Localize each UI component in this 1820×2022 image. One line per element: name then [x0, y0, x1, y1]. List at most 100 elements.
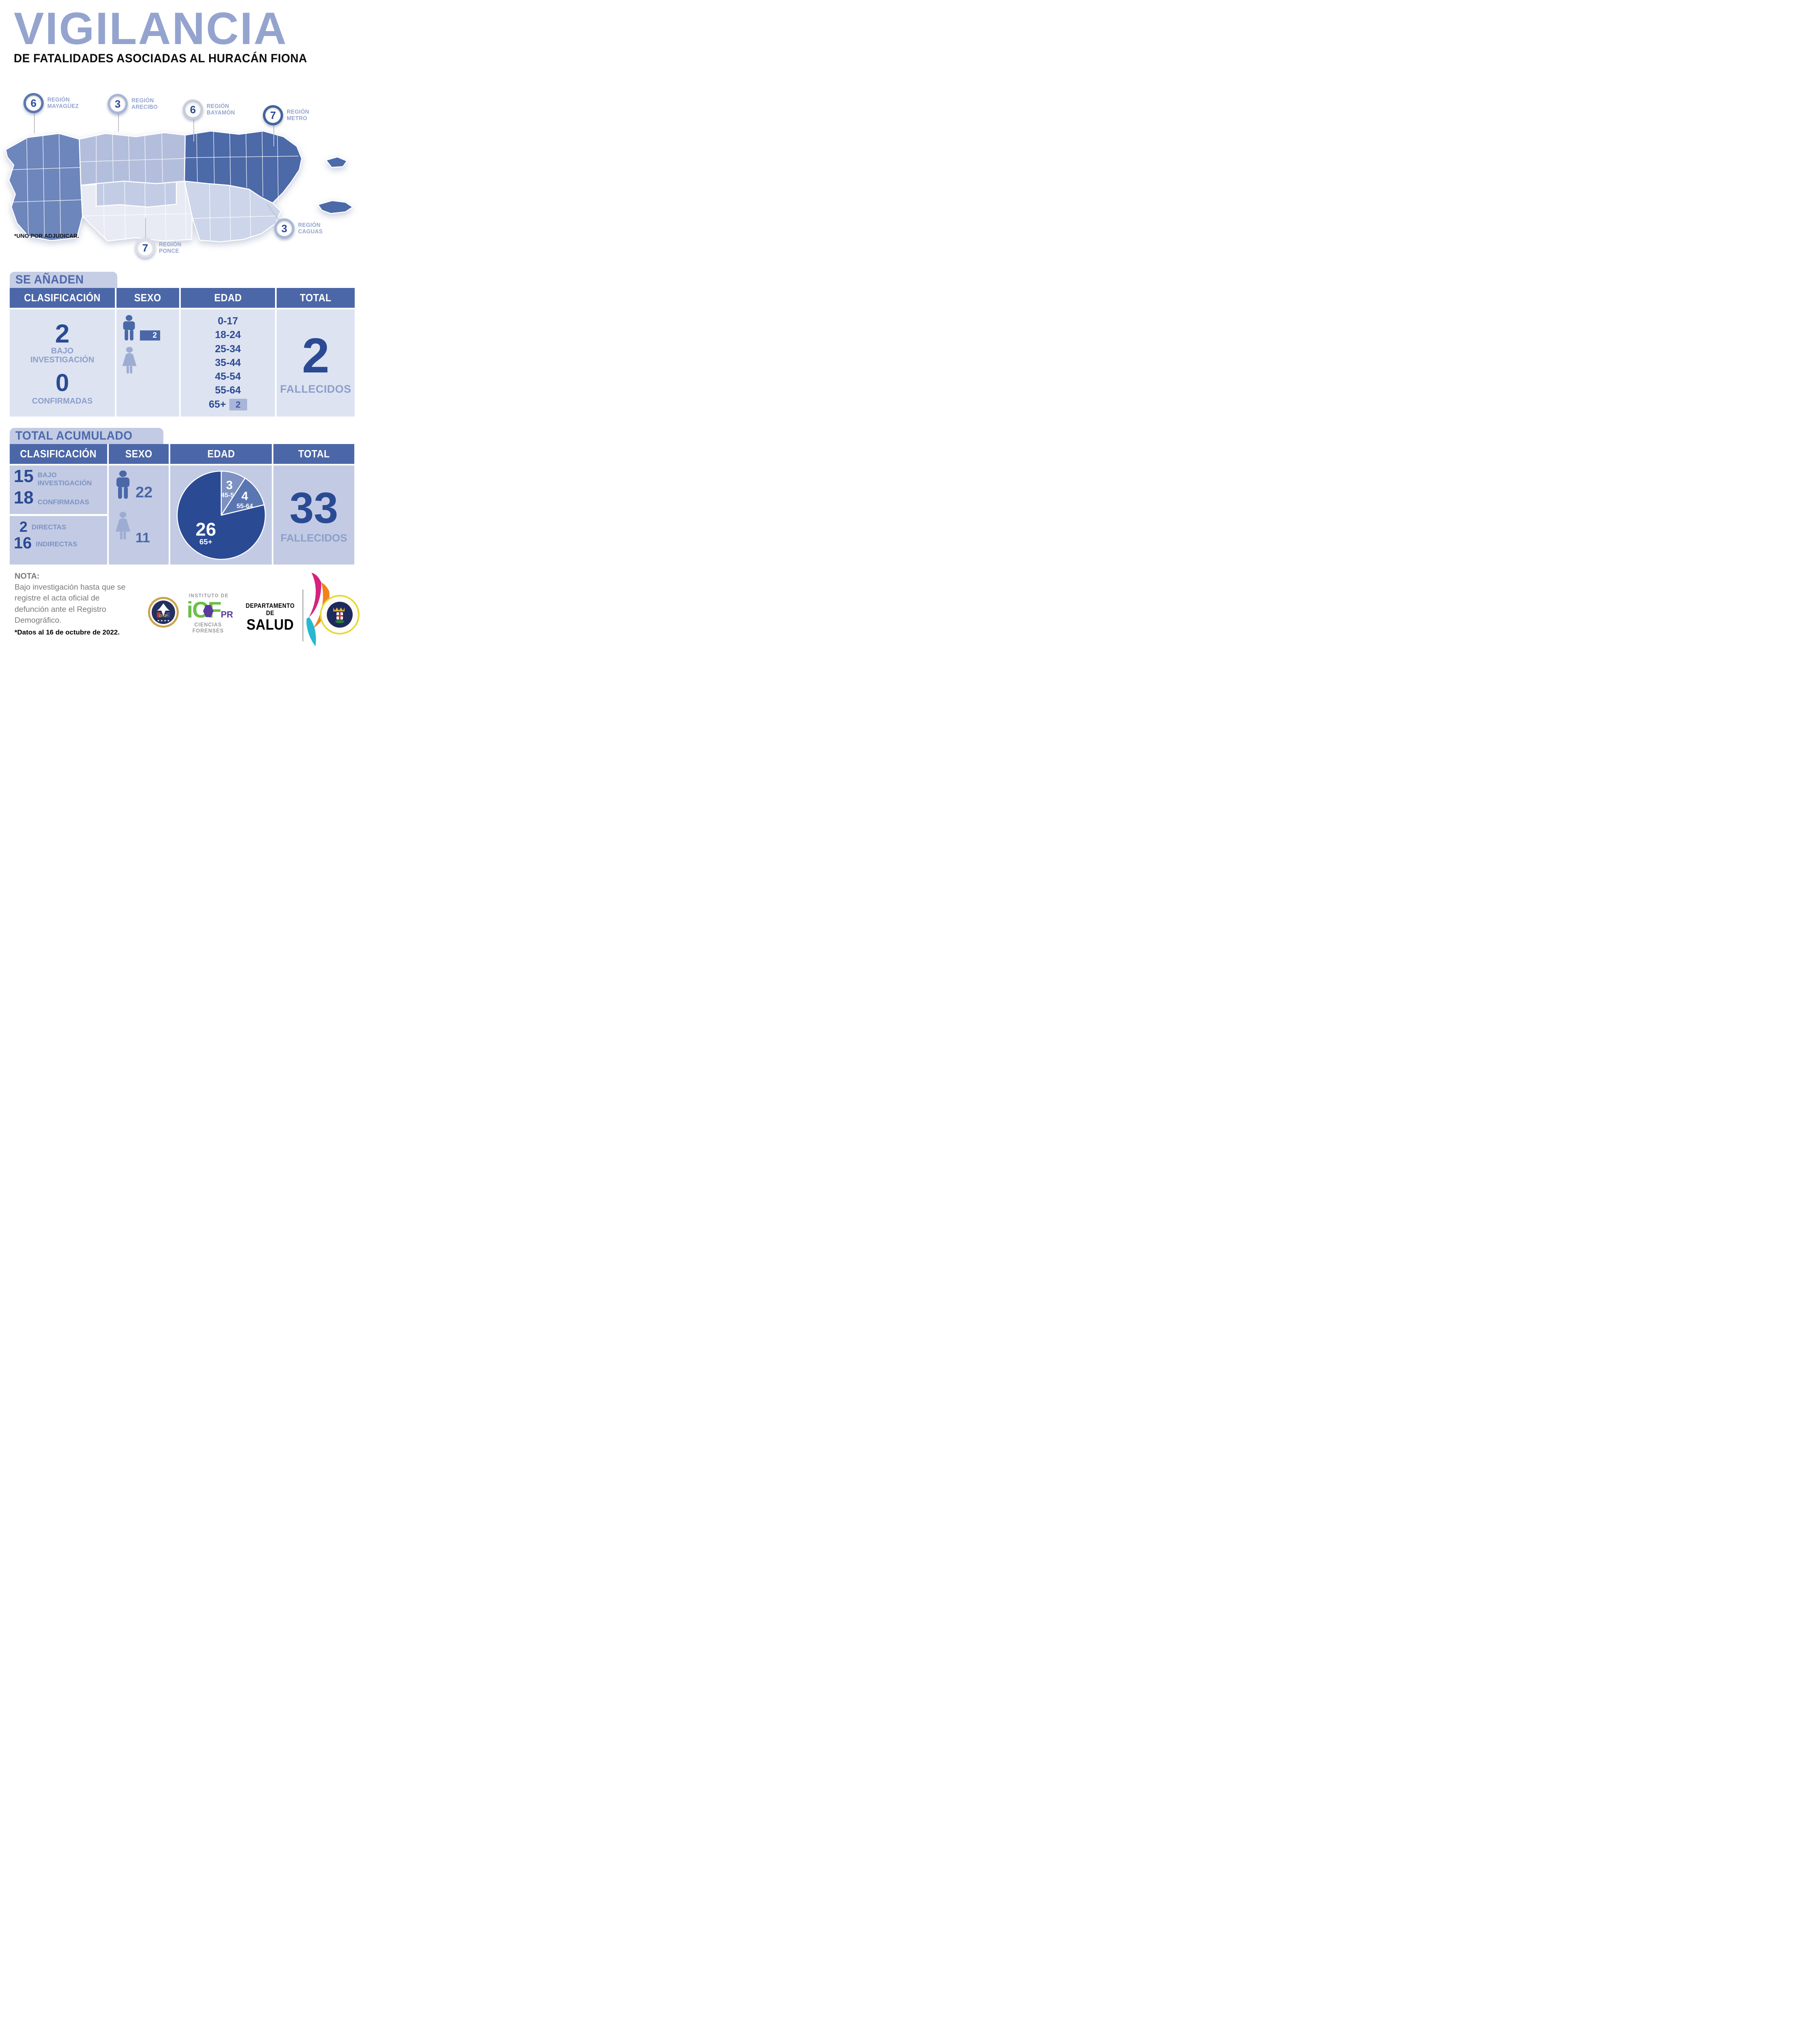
confirmadas-count: 18 [14, 488, 34, 508]
age-group: 18-24 [215, 329, 241, 341]
salud-label: SALUD [246, 616, 294, 633]
region-label: REGIÓN [298, 222, 321, 228]
culebra-island [325, 156, 348, 168]
pie-value-label: 26 [195, 519, 216, 539]
age-group: 0-17 [218, 315, 238, 327]
region-name: CAGUAS [298, 228, 323, 235]
age-group: 25-34 [215, 343, 241, 355]
header-label: EDAD [207, 448, 235, 460]
header-label: SEXO [125, 448, 152, 460]
fallecidos-label: FALLECIDOS [280, 532, 347, 544]
clasificacion-bottom-subcell: 2 DIRECTAS 16 INDIRECTAS [10, 516, 107, 565]
confirmadas-label: CONFIRMADAS [37, 498, 89, 506]
acumulado-clasificacion-cell: 15 BAJO INVESTIGACIÓN 18 CONFIRMADAS 2 D… [10, 465, 107, 565]
region-count: 7 [142, 241, 148, 254]
bajo-label: BAJO [51, 346, 74, 355]
region-label: REGIÓN [47, 96, 70, 103]
region-label: REGIÓN [159, 241, 182, 248]
age-group-65plus: 65+ 2 [209, 398, 247, 411]
acumulado-edad-cell: 3 45-54 4 55-64 26 65+ [170, 465, 272, 565]
se-anaden-clasificacion-cell: 2 BAJO INVESTIGACIÓN 0 CONFIRMADAS [10, 309, 115, 417]
male-icon [123, 315, 135, 341]
header-edad: EDAD [181, 288, 275, 308]
region-badge-bayamon: 6 REGIÓN BAYAMÓN [183, 99, 237, 120]
region-count: 3 [114, 97, 121, 110]
salud-departamento-label: DEPARTAMENTO DE [245, 603, 295, 617]
region-badge-metro: 7 REGIÓN METRO [263, 105, 311, 125]
total-fallecidos-count: 2 [302, 328, 330, 383]
age-65-badge: 2 [229, 398, 247, 410]
ribbon-orange [313, 582, 330, 628]
section-total-acumulado: TOTAL ACUMULADO CLASIFICACIÓN SEXO EDAD … [10, 428, 354, 565]
dsp-eagle [157, 603, 170, 616]
header-label: CLASIFICACIÓN [20, 448, 97, 460]
header-sexo: SEXO [116, 288, 179, 308]
se-anaden-tab-label: SE AÑADEN [15, 273, 84, 286]
icf-instituto-label: INSTITUTO DE [188, 593, 229, 599]
icf-logo: INSTITUTO DE iCFPR CIENCIAS FORENSES [180, 593, 240, 634]
gob-crown [333, 607, 345, 611]
header-total: TOTAL [273, 444, 354, 464]
pie-slice-65+ [176, 470, 266, 560]
age-group: 35-44 [215, 357, 241, 368]
confirmadas-count: 0 [55, 369, 69, 396]
page-subtitle: DE FATALIDADES ASOCIADAS AL HURACÁN FION… [14, 52, 307, 66]
header-clasificacion: CLASIFICACIÓN [10, 444, 107, 464]
region-label: REGIÓN [207, 103, 229, 110]
header-label: EDAD [214, 292, 242, 304]
pie-range-label: 65+ [199, 537, 212, 546]
puerto-rico-map: 6 REGIÓN MAYAGÜEZ 3 REGIÓN ARECIBO 6 REG… [0, 0, 364, 267]
region-count: 3 [281, 222, 288, 235]
bajo-investigacion-count: 2 [55, 319, 70, 348]
header-total: TOTAL [277, 288, 355, 308]
age-group: 55-64 [215, 385, 241, 396]
nota-heading: NOTA: [15, 572, 40, 581]
region-name: MAYAGÜEZ [47, 103, 79, 110]
total-acumulado-header-row: CLASIFICACIÓN SEXO EDAD TOTAL [10, 444, 354, 464]
dsp-seal-logo: DSP ★ ★ ★ ★ [148, 597, 179, 628]
region-mayaguez-area [5, 133, 83, 241]
connector-bayamon [193, 118, 194, 142]
ribbon-teal [306, 617, 316, 646]
connector-arecibo [118, 112, 119, 132]
region-badge-arecibo: 3 REGIÓN ARECIBO [108, 94, 159, 114]
region-name: PONCE [159, 248, 179, 254]
data-cutoff-date: *Datos al 16 de octubre de 2022. [15, 628, 120, 636]
region-name: METRO [287, 115, 307, 122]
header-label: SEXO [134, 292, 161, 304]
investigacion-label: INVESTIGACIÓN [30, 355, 94, 364]
title-block: VIGILANCIA DE FATALIDADES ASOCIADAS AL H… [14, 6, 326, 66]
ribbon-magenta [309, 573, 322, 617]
header-clasificacion: CLASIFICACIÓN [10, 288, 115, 308]
male-count-badge: 2 [140, 330, 160, 341]
icf-pr-label: PR [220, 609, 233, 620]
header-sexo: SEXO [109, 444, 169, 464]
municipality-map [5, 130, 353, 243]
header-label: TOTAL [300, 292, 332, 304]
female-count: 11 [135, 530, 150, 546]
fallecidos-label: FALLECIDOS [280, 383, 351, 395]
pie-slice-55-64 [220, 477, 265, 516]
region-name: BAYAMÓN [207, 110, 235, 116]
total-acumulado-tab-label: TOTAL ACUMULADO [15, 429, 133, 442]
total-fallecidos-count: 33 [289, 483, 339, 533]
header-label: CLASIFICACIÓN [24, 292, 101, 304]
pie-value-label: 4 [241, 489, 248, 503]
region-label: REGIÓN [287, 108, 309, 115]
se-anaden-total-cell: 2 FALLECIDOS [277, 309, 355, 417]
region-label: REGIÓN [131, 97, 154, 104]
acumulado-total-cell: 33 FALLECIDOS [273, 465, 354, 565]
header-label: TOTAL [298, 448, 330, 460]
region-badge-ponce: 7 REGIÓN PONCE [135, 238, 183, 258]
indirectas-label: INDIRECTAS [36, 540, 78, 548]
region-badge-caguas: 3 REGIÓN CAGUAS [274, 218, 324, 239]
icf-main-letters: iCFPR [180, 599, 240, 621]
total-acumulado-tab: TOTAL ACUMULADO [10, 428, 163, 444]
male-count: 22 [135, 484, 153, 501]
pie-range-label: 55-64 [236, 503, 253, 510]
region-count: 7 [270, 109, 276, 121]
indirectas-count: 16 [14, 534, 32, 552]
male-icon [116, 470, 130, 499]
municipality-borders [7, 131, 299, 241]
confirmadas-label: CONFIRMADAS [32, 396, 93, 406]
